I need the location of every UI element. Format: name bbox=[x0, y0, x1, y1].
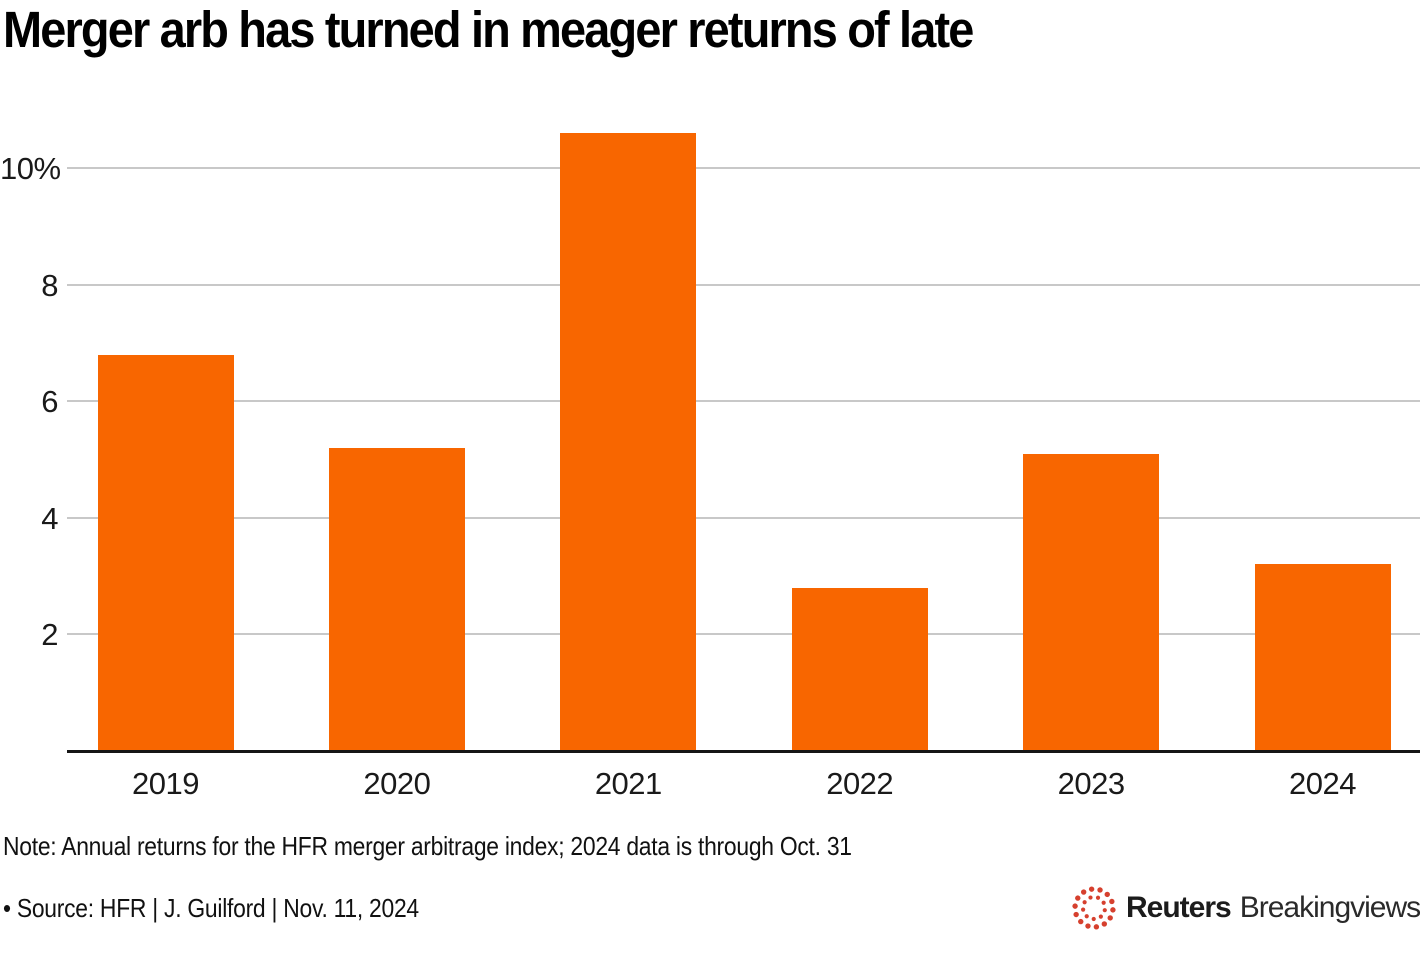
bar-2022 bbox=[791, 587, 928, 751]
x-axis-tick-label-2021: 2021 bbox=[594, 766, 662, 801]
chart-source: • Source: HFR | J. Guilford | Nov. 11, 2… bbox=[3, 893, 419, 923]
gridline-4 bbox=[67, 516, 1420, 519]
bar-2019 bbox=[97, 354, 234, 751]
logo-brand-text: Reuters bbox=[1126, 891, 1232, 924]
bar-2024 bbox=[1254, 564, 1391, 751]
chart-note: Note: Annual returns for the HFR merger … bbox=[3, 831, 852, 861]
x-axis-tick-label-2020: 2020 bbox=[363, 766, 431, 801]
y-axis-tick-label: 8 bbox=[41, 267, 58, 303]
reuters-breakingviews-logo: Reuters Breakingviews bbox=[1070, 882, 1420, 934]
x-axis-tick-label-2024: 2024 bbox=[1289, 766, 1356, 801]
y-axis-tick-label: 10% bbox=[0, 151, 61, 186]
bar-2023 bbox=[1023, 453, 1160, 751]
bar-2020 bbox=[328, 447, 465, 751]
x-axis-tick-label-2022: 2022 bbox=[826, 766, 894, 801]
x-axis-tick-label-2023: 2023 bbox=[1057, 766, 1125, 801]
bar-2021 bbox=[560, 133, 697, 751]
logo-suffix-text: Breakingviews bbox=[1239, 891, 1420, 924]
gridline-6 bbox=[67, 400, 1420, 403]
gridline-2 bbox=[67, 633, 1420, 636]
gridline-8 bbox=[67, 283, 1420, 286]
y-axis-tick-label: 2 bbox=[41, 617, 58, 653]
x-axis-tick-label-2019: 2019 bbox=[132, 766, 199, 801]
y-axis-tick-label: 6 bbox=[41, 384, 58, 420]
chart-title: Merger arb has turned in meager returns … bbox=[3, 1, 974, 58]
reuters-dotted-orb-icon bbox=[1072, 886, 1116, 930]
y-axis-tick-label: 4 bbox=[41, 500, 58, 536]
x-axis-line bbox=[67, 750, 1420, 753]
gridline-10 bbox=[67, 167, 1420, 169]
